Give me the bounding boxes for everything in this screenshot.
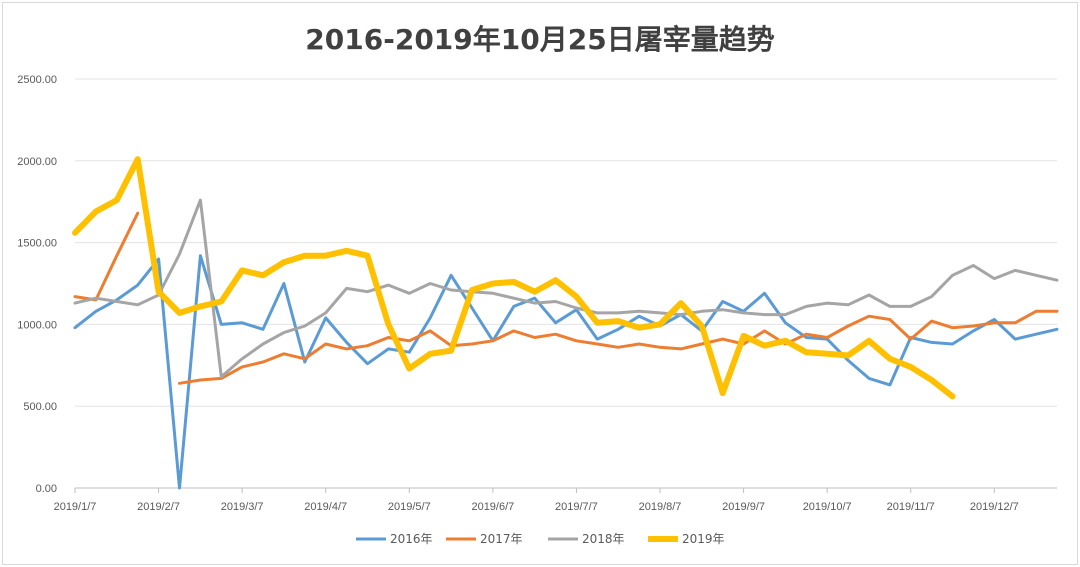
x-tick-label: 2019/1/7 (54, 501, 97, 513)
y-axis-ticks: 0.00 500.00 1000.00 1500.00 2000.00 2500.00 (17, 74, 57, 495)
y-tick-label: 1500.00 (17, 238, 57, 250)
series-line-2 (73, 211, 1059, 385)
legend-label: 2016年 (390, 532, 433, 546)
series-lines (72, 156, 1059, 490)
series-line-1 (73, 254, 1059, 490)
legend: 2016年 2017年 2018年 2019年 (356, 532, 725, 546)
grid-lines (75, 78, 1057, 489)
legend-label: 2018年 (582, 532, 625, 546)
y-tick-label: 500.00 (23, 401, 57, 413)
x-tick-label: 2019/12/7 (970, 501, 1019, 513)
legend-label: 2019年 (682, 532, 725, 546)
x-tick-label: 2019/10/7 (803, 501, 852, 513)
x-axis-ticks: 2019/1/7 2019/2/7 2019/3/7 2019/4/7 2019/5/7… (54, 488, 1019, 513)
x-tick-label: 2019/9/7 (722, 501, 765, 513)
x-tick-label: 2019/2/7 (137, 501, 180, 513)
y-tick-label: 2500.00 (17, 74, 57, 86)
x-tick-label: 2019/5/7 (388, 501, 431, 513)
x-tick-label: 2019/7/7 (555, 501, 598, 513)
legend-label: 2017年 (480, 532, 523, 546)
x-tick-label: 2019/3/7 (221, 501, 264, 513)
x-tick-label: 2019/4/7 (304, 501, 347, 513)
series-line-3 (73, 198, 1059, 379)
series-line-4 (72, 156, 956, 400)
x-tick-label: 2019/11/7 (887, 501, 935, 513)
x-tick-label: 2019/6/7 (471, 501, 514, 513)
chart-title: 2016-2019年10月25日屠宰量趋势 (305, 23, 775, 56)
x-tick-label: 2019/8/7 (639, 501, 682, 513)
y-tick-label: 2000.00 (17, 156, 57, 168)
y-tick-label: 1000.00 (17, 319, 57, 331)
y-tick-label: 0.00 (36, 483, 57, 495)
